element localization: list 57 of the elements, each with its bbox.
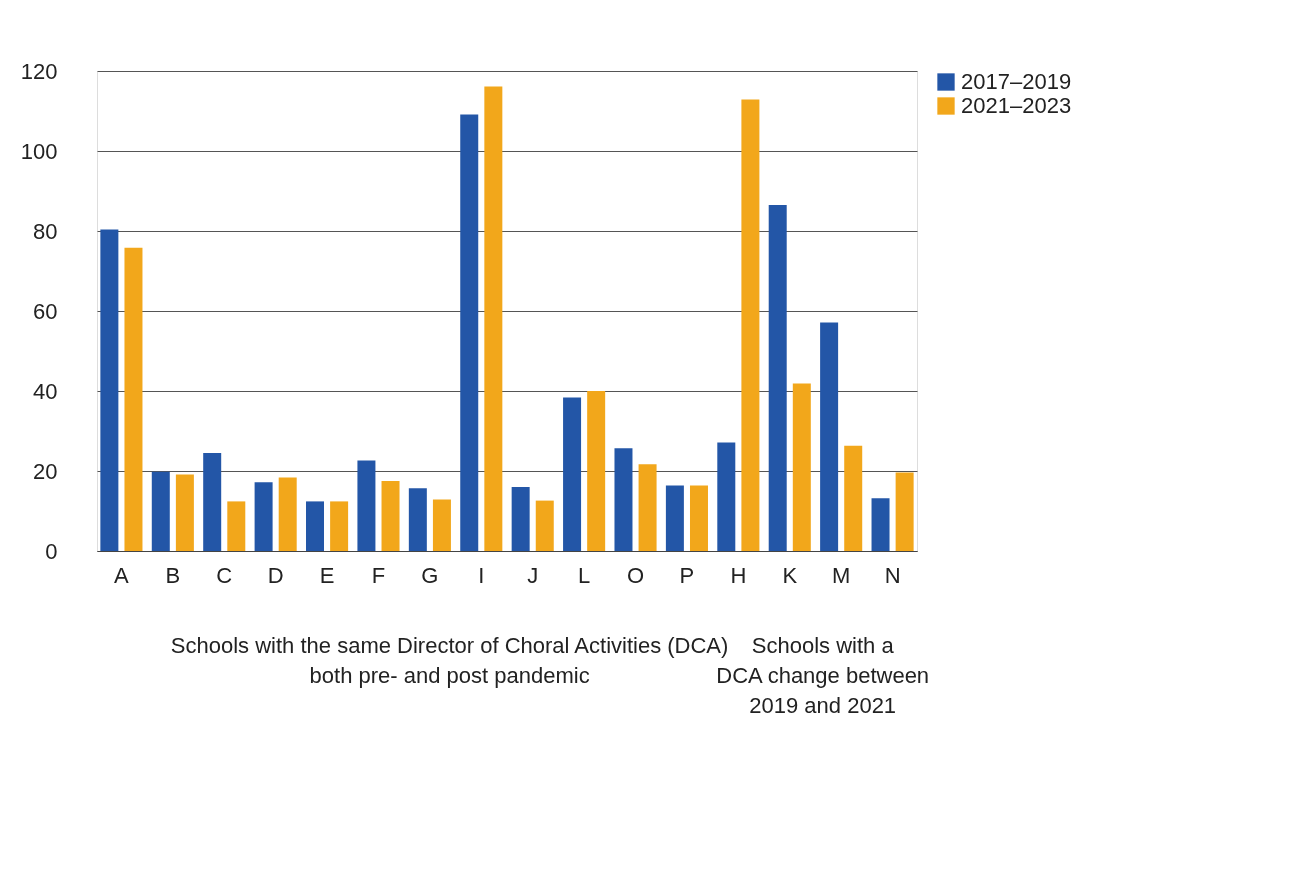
x-tick-label: H [730, 562, 747, 588]
bar [511, 487, 530, 551]
bar [306, 501, 325, 551]
x-tick-label: B [165, 562, 181, 588]
x-tick-label: M [832, 562, 851, 588]
bar [408, 488, 427, 551]
bar [820, 322, 839, 551]
legend-label: 2021–2023 [961, 93, 1072, 118]
bar [689, 485, 708, 551]
bar [100, 229, 119, 551]
x-tick-label: L [577, 562, 591, 588]
bar [203, 453, 222, 551]
bar [151, 471, 170, 551]
bar [175, 474, 194, 551]
legend-label: 2017–2019 [961, 69, 1072, 94]
x-tick-label: K [782, 562, 798, 588]
bar [484, 86, 503, 551]
x-tick-label: O [626, 562, 645, 588]
bar [665, 485, 684, 551]
bar [278, 477, 297, 551]
bar [124, 247, 143, 551]
bar [844, 445, 863, 551]
bar [563, 397, 582, 551]
bar [587, 391, 606, 551]
x-tick-label: I [478, 562, 485, 588]
bar [432, 499, 451, 551]
bar [792, 383, 811, 551]
bar [460, 114, 479, 551]
bar [871, 498, 890, 551]
x-tick-label: N [884, 562, 901, 588]
bar [227, 501, 246, 551]
bar [895, 472, 914, 551]
x-tick-label: C [216, 562, 233, 588]
y-tick-label: 80 [33, 218, 58, 244]
y-tick-label: 100 [20, 138, 58, 164]
bar [535, 500, 554, 551]
y-tick-label: 40 [33, 378, 58, 404]
bar [638, 464, 657, 551]
x-tick-label: A [114, 562, 130, 588]
y-tick-label: 60 [33, 298, 58, 324]
bar [330, 501, 349, 551]
x-tick-label: G [421, 562, 439, 588]
x-tick-label: F [371, 562, 386, 588]
bar [768, 205, 787, 551]
bar [357, 460, 376, 551]
bar [614, 448, 633, 551]
x-tick-label: D [267, 562, 284, 588]
bar [254, 482, 273, 551]
bar [717, 442, 736, 551]
y-tick-label: 0 [45, 538, 58, 564]
bar [381, 481, 400, 551]
x-tick-label: P [679, 562, 695, 588]
x-tick-label: E [319, 562, 335, 588]
y-tick-label: 120 [20, 58, 58, 84]
x-tick-label: J [527, 562, 539, 588]
y-tick-label: 20 [33, 458, 58, 484]
bar [741, 99, 760, 551]
